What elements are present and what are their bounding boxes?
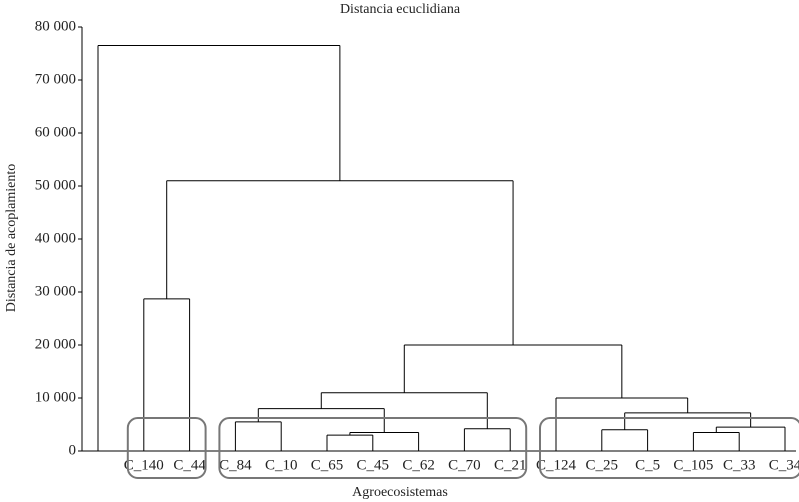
leaf-label: C_84 bbox=[219, 457, 252, 473]
leaf-label: C_140 bbox=[124, 457, 164, 473]
y-tick-label: 10 000 bbox=[35, 389, 76, 405]
leaf-label: C_62 bbox=[402, 457, 435, 473]
leaf-label: C_5 bbox=[635, 457, 660, 473]
leaf-label: C_44 bbox=[173, 457, 206, 473]
cluster-box bbox=[218, 417, 528, 479]
y-tick-label: 20 000 bbox=[35, 336, 76, 352]
y-tick-label: 40 000 bbox=[35, 230, 76, 246]
cluster-box bbox=[126, 417, 207, 479]
leaf-label: C_33 bbox=[723, 457, 756, 473]
leaf-label: C_70 bbox=[448, 457, 481, 473]
y-tick-label: 30 000 bbox=[35, 283, 76, 299]
leaf-label: C_21 bbox=[494, 457, 527, 473]
chart-title: Distancia ecuclidiana bbox=[340, 2, 461, 17]
y-tick-label: 50 000 bbox=[35, 177, 76, 193]
leaf-label: C_34 bbox=[769, 457, 799, 473]
y-tick-label: 70 000 bbox=[35, 71, 76, 87]
leaf-label: C_65 bbox=[311, 457, 344, 473]
leaf-label: C_124 bbox=[536, 457, 577, 473]
y-axis-label: Distancia de acoplamiento bbox=[4, 164, 19, 313]
leaf-label: C_105 bbox=[673, 457, 713, 473]
y-tick-label: 60 000 bbox=[35, 124, 76, 140]
leaf-label: C_10 bbox=[265, 457, 298, 473]
leaf-label: C_25 bbox=[586, 457, 619, 473]
x-axis-label: Agroecosistemas bbox=[352, 485, 448, 500]
y-tick-label: 80 000 bbox=[35, 18, 76, 34]
cluster-box bbox=[539, 417, 799, 479]
leaf-label: C_45 bbox=[357, 457, 390, 473]
y-tick-label: 0 bbox=[69, 442, 77, 458]
